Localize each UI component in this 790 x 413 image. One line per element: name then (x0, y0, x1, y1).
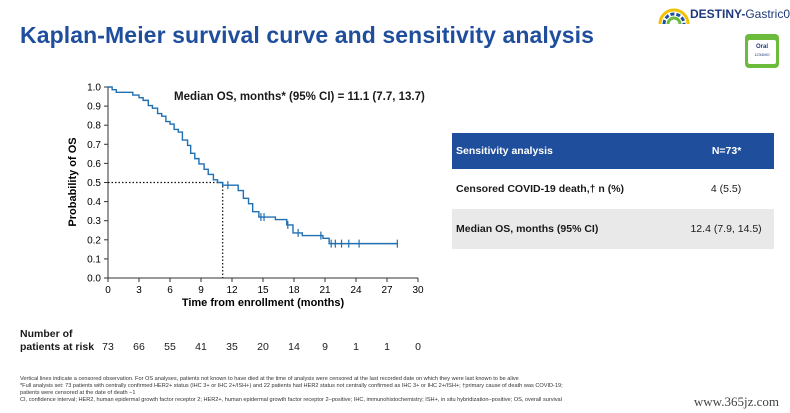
risk-count: 9 (322, 341, 328, 353)
sensitivity-header-row: Sensitivity analysis N=73* (452, 133, 774, 169)
footnotes: Vertical lines indicate a censored obser… (20, 376, 780, 404)
y-tick-label: 0.0 (87, 274, 101, 285)
row-label: Censored COVID-19 death,† n (%) (456, 183, 625, 195)
watermark: www.365jz.com (690, 394, 782, 410)
footnote: CI, confidence interval; HER2, human epi… (20, 397, 562, 403)
row-value: 12.4 (7.9, 14.5) (679, 209, 774, 249)
km-curve-line (108, 86, 398, 245)
table-row: Censored COVID-19 death,† n (%) 4 (5.5) (452, 169, 774, 209)
x-tick-label: 6 (167, 285, 173, 296)
y-tick-label: 0.9 (87, 102, 101, 113)
y-tick-label: 0.5 (87, 178, 101, 189)
y-tick-label: 0.3 (87, 216, 101, 227)
x-tick-label: 3 (136, 285, 142, 296)
x-axis-label: Time from enrollment (months) (182, 297, 345, 309)
risk-count: 73 (102, 341, 114, 353)
x-tick-label: 30 (412, 285, 424, 296)
footnote: *Full analysis set: 73 patients with cen… (20, 383, 563, 389)
sensitivity-header-label: Sensitivity analysis (452, 133, 680, 169)
x-tick-label: 12 (226, 285, 238, 296)
y-tick-label: 0.7 (87, 140, 101, 151)
risk-count: 35 (226, 341, 238, 353)
risk-count: 1 (384, 341, 390, 353)
y-tick-label: 0.6 (87, 159, 101, 170)
risk-header-line2: patients at risk (20, 341, 95, 353)
x-tick-label: 18 (288, 285, 300, 296)
x-tick-label: 27 (381, 285, 393, 296)
risk-count: 0 (415, 341, 421, 353)
sensitivity-header-n: N=73* (679, 133, 774, 169)
y-axis-label: Probability of OS (67, 137, 79, 226)
x-tick-label: 0 (105, 285, 111, 296)
brand-name: DESTINY-Gastric06 (690, 7, 790, 21)
y-tick-label: 0.1 (87, 254, 101, 265)
risk-count: 55 (164, 341, 176, 353)
row-label: Median OS, months (95% CI) (452, 209, 680, 249)
risk-header-line1: Number of (20, 328, 73, 340)
row-value: 4 (5.5) (710, 183, 742, 195)
y-tick-label: 0.8 (87, 121, 101, 132)
x-tick-label: 24 (350, 285, 362, 296)
badge-label: Oral (755, 44, 768, 50)
risk-count: 20 (257, 341, 269, 353)
y-tick-label: 0.2 (87, 235, 101, 246)
oral-presentation-badge: Oral 1234MO (745, 34, 779, 68)
risk-count: 66 (133, 341, 145, 353)
risk-count: 41 (195, 341, 207, 353)
risk-count: 14 (288, 341, 300, 353)
risk-table-header: Number of patients at risk (20, 328, 94, 354)
x-tick-label: 9 (198, 285, 204, 296)
y-tick-label: 0.4 (87, 197, 101, 208)
sensitivity-table: Sensitivity analysis N=73* Censored COVI… (452, 133, 774, 249)
destiny-logo-icon (658, 8, 690, 25)
footnote: patients were censored at the date of de… (20, 390, 136, 396)
y-tick-label: 1.0 (87, 83, 101, 94)
page-title: Kaplan-Meier survival curve and sensitiv… (20, 22, 595, 48)
median-os-annotation: Median OS, months* (95% CI) = 11.1 (7.7,… (174, 91, 425, 103)
table-row: Median OS, months (95% CI) 12.4 (7.9, 14… (452, 209, 774, 249)
x-tick-label: 15 (257, 285, 269, 296)
risk-count: 1 (353, 341, 359, 353)
x-tick-label: 21 (319, 285, 331, 296)
footnote: Vertical lines indicate a censored obser… (20, 376, 519, 382)
badge-code: 1234MO (754, 52, 770, 57)
